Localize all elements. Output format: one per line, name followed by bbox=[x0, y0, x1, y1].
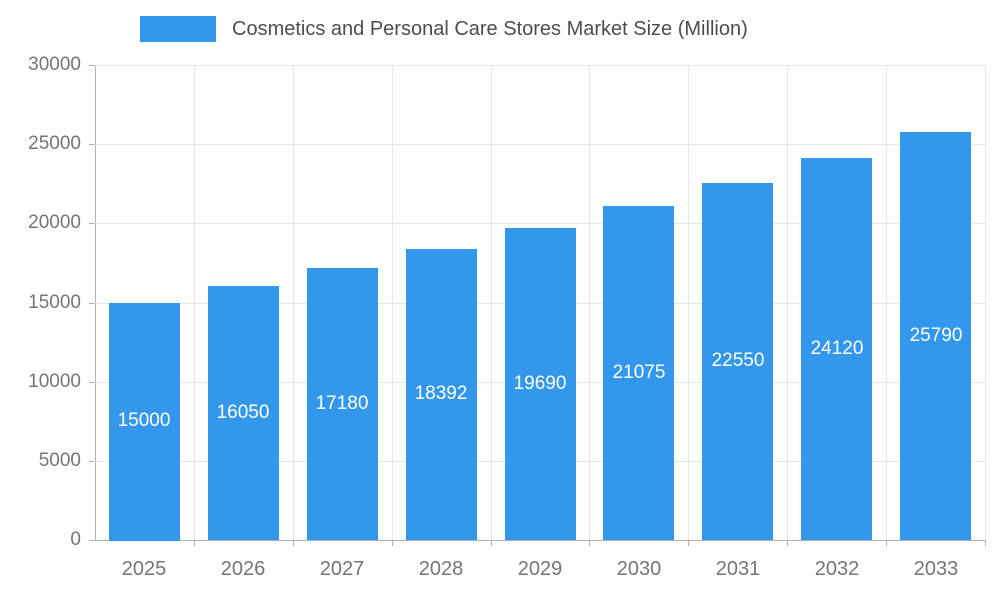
x-gridline bbox=[194, 65, 195, 540]
bar[interactable] bbox=[208, 286, 279, 540]
y-tick-label: 10000 bbox=[28, 371, 81, 392]
y-tick-label: 25000 bbox=[28, 133, 81, 154]
x-tick-label: 2030 bbox=[616, 558, 662, 580]
x-tick-label: 2025 bbox=[121, 558, 167, 580]
y-tick-label: 15000 bbox=[28, 292, 81, 313]
bar-value-label: 21075 bbox=[612, 362, 666, 383]
x-tick-mark bbox=[688, 540, 689, 546]
bar-value-label: 22550 bbox=[711, 350, 765, 371]
x-tick-label: 2029 bbox=[517, 558, 563, 580]
x-gridline bbox=[985, 65, 986, 540]
x-gridline bbox=[787, 65, 788, 540]
x-tick-label: 2033 bbox=[913, 558, 959, 580]
chart-title: Cosmetics and Personal Care Stores Marke… bbox=[232, 17, 748, 40]
y-gridline bbox=[95, 144, 985, 145]
bar-value-label: 17180 bbox=[315, 393, 369, 414]
y-tick-mark bbox=[89, 540, 95, 541]
bar-value-label: 19690 bbox=[513, 373, 567, 394]
x-axis-line bbox=[95, 540, 985, 541]
x-gridline bbox=[392, 65, 393, 540]
y-gridline bbox=[95, 65, 985, 66]
bar-value-label: 16050 bbox=[216, 402, 270, 423]
y-gridline bbox=[95, 223, 985, 224]
chart-legend[interactable]: Cosmetics and Personal Care Stores Marke… bbox=[140, 16, 748, 42]
bar[interactable] bbox=[109, 303, 180, 541]
y-tick-label: 0 bbox=[70, 529, 81, 550]
x-gridline bbox=[886, 65, 887, 540]
x-tick-label: 2031 bbox=[715, 558, 761, 580]
bar[interactable] bbox=[505, 228, 576, 540]
x-tick-label: 2028 bbox=[418, 558, 464, 580]
bar-value-label: 15000 bbox=[117, 410, 171, 431]
legend-swatch bbox=[140, 16, 216, 42]
x-tick-mark bbox=[589, 540, 590, 546]
bar[interactable] bbox=[603, 206, 674, 540]
bar-value-label: 25790 bbox=[909, 325, 963, 346]
bar[interactable] bbox=[307, 268, 378, 540]
x-tick-mark bbox=[886, 540, 887, 546]
bar-value-label: 24120 bbox=[810, 338, 864, 359]
y-tick-mark bbox=[89, 303, 95, 304]
y-tick-mark bbox=[89, 144, 95, 145]
x-tick-mark bbox=[293, 540, 294, 546]
y-tick-label: 20000 bbox=[28, 212, 81, 233]
x-tick-mark bbox=[392, 540, 393, 546]
y-axis-line bbox=[95, 65, 96, 540]
x-tick-mark bbox=[985, 540, 986, 546]
x-gridline bbox=[491, 65, 492, 540]
x-tick-label: 2032 bbox=[814, 558, 860, 580]
y-tick-mark bbox=[89, 461, 95, 462]
y-tick-label: 5000 bbox=[38, 450, 81, 471]
bar[interactable] bbox=[900, 132, 971, 540]
y-tick-mark bbox=[89, 223, 95, 224]
x-tick-mark bbox=[194, 540, 195, 546]
x-tick-mark bbox=[491, 540, 492, 546]
x-gridline bbox=[688, 65, 689, 540]
y-tick-label: 30000 bbox=[28, 54, 81, 75]
bar[interactable] bbox=[406, 249, 477, 540]
x-tick-label: 2027 bbox=[319, 558, 365, 580]
bar[interactable] bbox=[801, 158, 872, 540]
x-tick-mark bbox=[787, 540, 788, 546]
x-gridline bbox=[589, 65, 590, 540]
x-tick-label: 2026 bbox=[220, 558, 266, 580]
bar-value-label: 18392 bbox=[414, 383, 468, 404]
y-tick-mark bbox=[89, 65, 95, 66]
y-tick-mark bbox=[89, 382, 95, 383]
bar[interactable] bbox=[702, 183, 773, 540]
x-gridline bbox=[293, 65, 294, 540]
